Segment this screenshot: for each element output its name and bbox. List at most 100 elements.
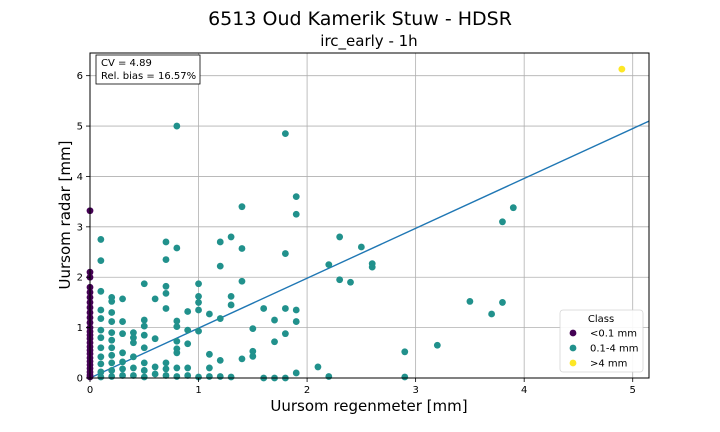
data-point	[488, 310, 496, 318]
data-point	[401, 348, 409, 356]
fit-line-group	[89, 120, 650, 379]
data-point	[108, 329, 116, 337]
data-point	[499, 299, 506, 306]
data-point	[205, 364, 213, 372]
data-point	[466, 298, 474, 305]
data-point	[140, 331, 148, 339]
data-point	[227, 292, 235, 300]
data-point	[97, 326, 105, 334]
data-point	[205, 373, 213, 380]
data-point	[249, 352, 257, 360]
y-tick-label: 3	[77, 222, 83, 233]
data-point	[108, 309, 116, 316]
data-point	[260, 305, 268, 312]
data-point	[140, 367, 148, 374]
legend-label: >4 mm	[590, 359, 627, 370]
data-point	[173, 244, 181, 252]
data-point	[216, 356, 224, 364]
data-point	[238, 355, 246, 363]
x-tick-label: 3	[412, 385, 418, 396]
data-point	[281, 330, 289, 338]
data-point	[357, 243, 365, 251]
data-point	[162, 289, 170, 297]
data-point	[97, 257, 105, 264]
y-tick-label: 4	[77, 172, 83, 183]
x-axis-label: Uursom regenmeter [mm]	[270, 397, 467, 415]
data-point	[130, 329, 137, 337]
data-point	[119, 358, 126, 366]
fit-line	[89, 120, 650, 379]
legend-marker	[569, 344, 577, 352]
data-point	[292, 193, 300, 201]
data-point	[108, 336, 116, 344]
data-point	[140, 373, 148, 381]
grid-lines	[89, 53, 649, 379]
data-point	[119, 349, 126, 357]
data-point	[140, 280, 148, 288]
chart-title: 6513 Oud Kamerik Stuw - HDSR	[208, 8, 512, 30]
y-tick-label: 5	[77, 122, 83, 133]
data-point	[281, 130, 289, 138]
data-point	[119, 365, 126, 373]
data-point	[281, 305, 289, 312]
data-point	[130, 339, 137, 347]
y-tick-label: 2	[77, 273, 83, 284]
y-tick-label: 0	[77, 374, 83, 385]
data-point	[173, 349, 181, 357]
data-point	[509, 204, 517, 212]
data-point	[108, 359, 116, 367]
data-point	[97, 236, 105, 243]
data-point	[97, 306, 105, 314]
data-point	[97, 287, 105, 295]
data-point	[336, 276, 344, 284]
data-point	[195, 280, 202, 288]
data-point	[108, 344, 116, 352]
data-point	[227, 233, 235, 241]
data-point	[108, 367, 116, 374]
data-point	[162, 359, 170, 367]
data-point	[173, 337, 181, 345]
data-point	[151, 335, 159, 343]
data-point	[97, 360, 105, 368]
data-point	[184, 364, 192, 372]
data-point	[119, 318, 126, 325]
data-point	[108, 373, 116, 380]
data-point	[195, 327, 202, 335]
data-point	[162, 256, 170, 263]
x-axis-ticks: 0 1 2 3 4 5	[87, 378, 636, 396]
data-point	[249, 325, 257, 333]
data-point	[292, 210, 300, 218]
data-point	[184, 308, 192, 315]
cv-text: CV = 4.89	[101, 58, 152, 69]
data-point	[184, 340, 192, 348]
data-point	[238, 245, 246, 252]
data-point	[292, 318, 300, 325]
data-point	[292, 306, 300, 314]
data-point	[238, 277, 246, 285]
data-point	[108, 351, 116, 359]
data-point	[216, 373, 224, 380]
legend-title: Class	[588, 314, 614, 325]
data-point	[271, 338, 278, 346]
data-point	[151, 370, 159, 378]
plot-frame	[89, 52, 650, 379]
data-point	[130, 353, 137, 361]
data-point	[140, 359, 148, 367]
x-tick-label: 0	[87, 385, 93, 396]
data-point	[173, 373, 181, 380]
data-point	[292, 369, 300, 377]
data-point	[184, 326, 192, 334]
data-point	[140, 322, 148, 330]
data-point	[108, 318, 116, 325]
data-point	[119, 295, 126, 303]
legend: Class <0.1 mm 0.1-4 mm >4 mm	[559, 309, 644, 373]
x-tick-label: 1	[195, 385, 201, 396]
data-point	[216, 262, 224, 270]
data-point	[184, 372, 192, 379]
data-point	[140, 344, 148, 352]
data-point	[173, 323, 181, 331]
data-point	[618, 65, 626, 73]
data-points	[86, 65, 626, 382]
data-point	[173, 122, 181, 130]
